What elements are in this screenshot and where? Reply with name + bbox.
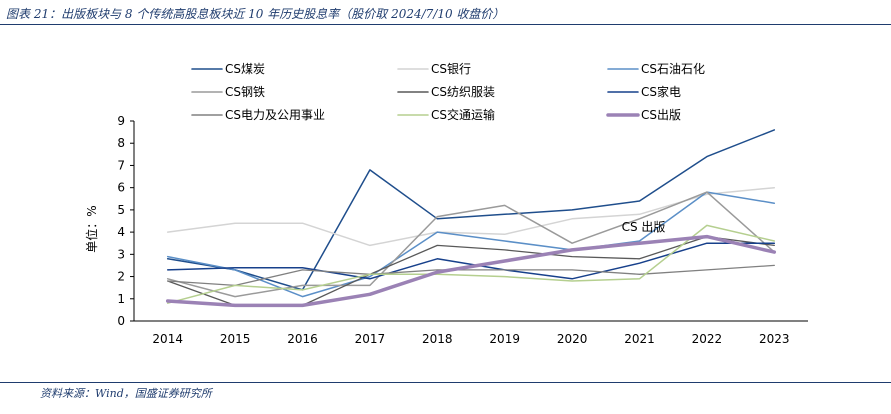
legend-label: CS纺织服装 bbox=[431, 85, 495, 99]
y-tick-label: 4 bbox=[117, 225, 125, 239]
x-tick-label: 2017 bbox=[355, 332, 386, 346]
legend-label: CS煤炭 bbox=[225, 62, 265, 76]
legend-label: CS电力及公用事业 bbox=[225, 108, 325, 122]
y-tick-label: 5 bbox=[117, 203, 125, 217]
x-tick-label: 2022 bbox=[692, 332, 723, 346]
x-tick-label: 2016 bbox=[287, 332, 318, 346]
chart-series-lines bbox=[165, 129, 777, 308]
y-tick-label: 8 bbox=[117, 136, 125, 150]
legend-label: CS出版 bbox=[641, 108, 681, 122]
y-tick-label: 7 bbox=[117, 158, 125, 172]
x-tick-label: 2018 bbox=[422, 332, 453, 346]
legend-label: CS钢铁 bbox=[225, 85, 265, 99]
y-tick-label: 0 bbox=[117, 314, 125, 328]
legend-label: CS石油石化 bbox=[641, 62, 705, 76]
series-line-CS煤炭 bbox=[166, 129, 776, 291]
series-line-CS出版 bbox=[165, 234, 777, 308]
series-line-CS电力及公用事业 bbox=[167, 264, 775, 287]
y-tick-label: 3 bbox=[117, 247, 125, 261]
series-line-CS银行 bbox=[166, 186, 776, 247]
y-tick-label: 2 bbox=[117, 270, 125, 284]
y-axis-label: 单位：% bbox=[84, 205, 99, 252]
x-tick-label: 2019 bbox=[489, 332, 520, 346]
dividend-yield-line-chart: CS煤炭 CS银行 CS石油石化 CS钢铁 CS纺织服装 CS家电 CS电力及公用事业 CS交… bbox=[84, 62, 808, 346]
x-tick-label: 2020 bbox=[557, 332, 588, 346]
x-tick-label: 2014 bbox=[152, 332, 183, 346]
series-line-CS石油石化 bbox=[166, 191, 776, 298]
figure-title: 图表 21：出版板块与 8 个传统高股息板块近 10 年历史股息率（股价取 20… bbox=[6, 7, 505, 21]
title-rule bbox=[0, 24, 891, 25]
legend-label: CS银行 bbox=[431, 62, 471, 76]
legend-label: CS家电 bbox=[641, 84, 681, 99]
chart-axes: 0 1 2 3 4 5 6 7 8 9 2014 2015 2016 2017 2018 2019 2020 20… bbox=[84, 114, 808, 346]
chart-legend: CS煤炭 CS银行 CS石油石化 CS钢铁 CS纺织服装 CS家电 CS电力及公用事业 CS交… bbox=[191, 62, 705, 122]
series-line-CS交通运输 bbox=[166, 224, 776, 304]
y-tick-label: 6 bbox=[117, 181, 125, 195]
x-tick-label: 2015 bbox=[220, 332, 251, 346]
y-tick-label: 9 bbox=[117, 114, 125, 128]
chart-annotations: CS 出版 bbox=[622, 220, 666, 234]
x-tick-label: 2023 bbox=[759, 332, 790, 346]
y-tick-label: 1 bbox=[117, 292, 125, 306]
figure-source: 资料来源：Wind，国盛证券研究所 bbox=[40, 387, 212, 400]
legend-label: CS交通运输 bbox=[431, 107, 495, 122]
annotation-label: CS 出版 bbox=[622, 220, 666, 234]
x-tick-label: 2021 bbox=[624, 332, 655, 346]
series-line-CS钢铁 bbox=[166, 191, 776, 298]
series-line-CS家电 bbox=[166, 242, 776, 280]
source-rule bbox=[0, 382, 891, 383]
